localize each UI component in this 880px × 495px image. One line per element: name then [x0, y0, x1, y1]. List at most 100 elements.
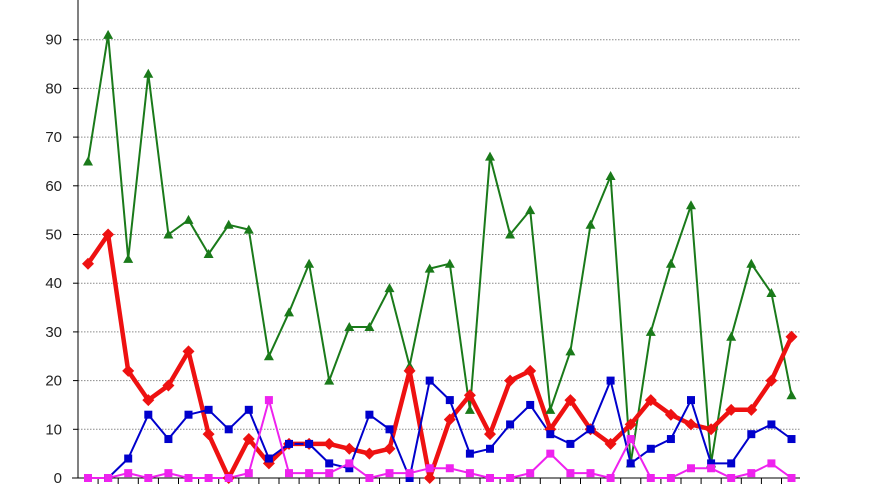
y-tick-label: 70: [45, 129, 62, 146]
data-point-s3-30: [687, 464, 695, 473]
y-tick-label: 10: [45, 421, 62, 438]
data-point-s3-2: [124, 469, 133, 478]
axis-layer: 0102030405060708090100: [45, 0, 800, 487]
data-point-s2-2: [124, 454, 133, 463]
data-point-s1-2: [122, 364, 135, 377]
data-point-s2-30: [687, 396, 695, 405]
data-point-s0-11: [304, 258, 315, 268]
y-tick-label: 40: [45, 275, 62, 292]
series-line-0: [87, 33, 793, 465]
data-point-s3-5: [184, 474, 193, 482]
data-point-s3-9: [264, 396, 273, 405]
data-point-s1-34: [765, 374, 778, 387]
data-point-s2-14: [365, 410, 374, 419]
data-point-s2-33: [747, 430, 756, 439]
data-point-s2-21: [506, 420, 515, 429]
data-point-s2-5: [184, 410, 193, 419]
data-point-s3-0: [84, 474, 92, 482]
data-point-s1-13: [343, 442, 356, 455]
y-tick-label: 80: [45, 80, 62, 97]
data-point-s0-10: [284, 307, 294, 317]
y-tick-label: 20: [45, 373, 62, 390]
data-point-s2-32: [727, 459, 736, 468]
data-point-s0-26: [605, 171, 616, 181]
data-point-s3-13: [345, 459, 354, 468]
data-point-s3-25: [586, 469, 595, 478]
data-point-s2-31: [707, 459, 716, 468]
data-point-s1-5: [182, 345, 195, 358]
data-point-s0-33: [746, 258, 757, 268]
data-point-s0-21: [505, 229, 516, 239]
data-point-s3-32: [727, 474, 736, 482]
data-point-s3-18: [445, 464, 454, 473]
data-point-s0-5: [183, 214, 194, 224]
data-point-s3-16: [405, 469, 414, 478]
data-point-s3-31: [707, 464, 716, 473]
grid-layer: [78, 39, 800, 430]
marker-layer: [82, 29, 798, 484]
data-point-s2-28: [646, 444, 655, 453]
data-point-s0-4: [163, 229, 174, 239]
data-point-s3-1: [104, 474, 113, 482]
data-point-s0-14: [364, 322, 375, 332]
data-point-s3-22: [526, 469, 535, 478]
data-point-s2-7: [224, 425, 233, 434]
data-point-s3-27: [626, 435, 635, 444]
data-point-s2-15: [385, 425, 394, 434]
data-point-s3-24: [566, 469, 575, 478]
data-point-s2-8: [244, 405, 253, 414]
data-point-s0-32: [726, 331, 737, 341]
y-tick-label: 30: [45, 324, 62, 341]
data-point-s0-2: [123, 253, 134, 263]
data-point-s1-18: [443, 413, 456, 426]
series-line-2: [88, 379, 793, 479]
data-point-s0-29: [665, 258, 676, 268]
data-point-s1-32: [725, 403, 738, 416]
data-point-s1-22: [524, 364, 537, 377]
y-tick-label: 90: [45, 32, 62, 49]
data-point-s2-13: [345, 464, 354, 473]
data-point-s0-30: [686, 200, 696, 210]
data-point-s2-6: [204, 405, 213, 414]
data-point-s2-25: [586, 425, 595, 434]
data-point-s3-33: [747, 469, 756, 478]
data-point-s2-26: [606, 376, 615, 385]
data-point-s3-23: [546, 449, 555, 458]
series-line-1: [86, 232, 794, 481]
data-point-s0-7: [223, 219, 234, 229]
data-point-s3-35: [787, 474, 796, 482]
data-point-s0-35: [786, 390, 797, 400]
y-tick-label: 60: [45, 178, 62, 195]
data-point-s1-6: [202, 428, 215, 441]
data-point-s0-20: [485, 151, 495, 161]
data-point-s3-10: [285, 469, 293, 478]
data-point-s2-20: [486, 444, 494, 453]
data-point-s0-8: [243, 224, 254, 234]
data-point-s3-28: [646, 474, 655, 482]
data-point-s2-17: [425, 376, 434, 385]
data-point-s1-35: [785, 330, 798, 343]
data-point-s1-14: [363, 447, 376, 460]
data-point-s1-16: [403, 364, 416, 377]
data-point-s0-12: [324, 375, 335, 385]
data-point-s3-21: [506, 474, 515, 482]
data-point-s0-34: [766, 287, 777, 297]
data-point-s2-11: [305, 439, 314, 448]
series-layer: [86, 33, 794, 481]
data-point-s1-31: [705, 423, 718, 436]
data-point-s3-7: [224, 474, 233, 482]
data-point-s0-23: [545, 404, 556, 414]
data-point-s2-10: [285, 439, 293, 448]
data-point-s0-1: [103, 29, 114, 39]
data-point-s1-0: [82, 257, 94, 270]
data-point-s0-3: [143, 68, 154, 78]
data-point-s2-12: [325, 459, 334, 468]
data-point-s2-9: [264, 454, 273, 463]
data-point-s0-13: [344, 322, 355, 332]
data-point-s0-17: [424, 263, 435, 273]
data-point-s0-18: [444, 258, 455, 268]
data-point-s3-15: [385, 469, 394, 478]
data-point-s3-17: [425, 464, 434, 473]
data-point-s3-4: [164, 469, 173, 478]
data-point-s2-29: [666, 435, 675, 444]
